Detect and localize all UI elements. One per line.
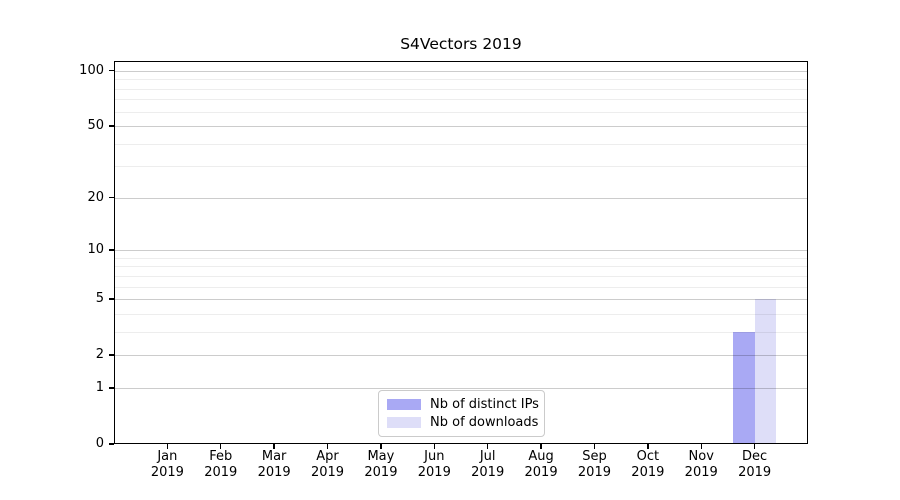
gridline-minor (114, 257, 808, 259)
y-tick-label: 10 (87, 242, 104, 258)
gridline-minor (114, 286, 808, 288)
gridline-minor (114, 99, 808, 101)
bar-downloads-dec (754, 299, 777, 444)
x-tick-label: Jul 2019 (471, 449, 505, 480)
y-tick (109, 125, 114, 127)
gridline-minor (114, 143, 808, 145)
y-tick (109, 354, 114, 356)
y-tick-label: 100 (79, 62, 104, 78)
legend-item-downloads: Nb of downloads (379, 414, 544, 430)
gridline-major (114, 299, 808, 301)
gridline-major (114, 70, 808, 72)
x-tick-label: Jun 2019 (417, 449, 451, 480)
gridline-minor (114, 166, 808, 168)
x-tick-label: Dec 2019 (738, 449, 772, 480)
legend-swatch-distinct-ips (387, 399, 421, 410)
x-tick (540, 444, 542, 449)
y-tick (109, 298, 114, 300)
y-tick-label: 50 (87, 118, 104, 134)
x-tick (433, 444, 435, 449)
y-tick (109, 197, 114, 199)
x-tick-label: Feb 2019 (204, 449, 238, 480)
x-tick-label: Sep 2019 (577, 449, 611, 480)
y-tick-label: 2 (95, 347, 104, 363)
gridline-minor (114, 313, 808, 315)
legend-label-downloads: Nb of downloads (430, 414, 539, 430)
y-tick (109, 387, 114, 389)
y-tick (109, 70, 114, 72)
x-tick (166, 444, 169, 449)
x-tick (326, 444, 329, 449)
y-tick-label: 5 (95, 291, 104, 307)
gridline-major (114, 387, 808, 389)
plot-frame (114, 61, 808, 444)
gridline-major (114, 355, 808, 357)
legend-label-distinct-ips: Nb of distinct IPs (430, 396, 539, 412)
x-tick (753, 444, 756, 449)
gridline-minor (114, 111, 808, 113)
gridline-minor (114, 266, 808, 268)
gridline-major (114, 250, 808, 252)
gridline-minor (114, 275, 808, 277)
gridline-major (114, 126, 808, 128)
x-tick-label: Nov 2019 (684, 449, 718, 480)
x-tick-label: May 2019 (364, 449, 398, 480)
x-tick (593, 444, 596, 449)
gridline-minor (114, 88, 808, 90)
y-tick-label: 0 (95, 436, 104, 451)
legend-swatch-downloads (387, 417, 421, 428)
x-tick-label: Oct 2019 (631, 449, 665, 480)
x-tick (273, 444, 275, 449)
y-tick (109, 443, 114, 445)
y-tick-label: 1 (95, 379, 104, 395)
x-tick (486, 444, 489, 449)
chart-title: S4Vectors 2019 (400, 35, 522, 53)
gridline-minor (114, 331, 808, 333)
x-tick (220, 444, 222, 449)
x-tick (380, 444, 382, 449)
x-tick (647, 444, 649, 449)
y-tick (109, 249, 114, 251)
x-tick-label: Apr 2019 (310, 449, 345, 480)
gridline-major (114, 197, 808, 199)
gridline-minor (114, 79, 808, 81)
y-tick-label: 20 (87, 189, 104, 205)
legend-item-distinct-ips: Nb of distinct IPs (379, 396, 544, 412)
x-tick-label: Jan 2019 (150, 449, 184, 480)
x-tick-label: Mar 2019 (257, 449, 291, 480)
legend: Nb of distinct IPs Nb of downloads (378, 390, 545, 437)
x-tick-label: Aug 2019 (524, 449, 558, 480)
bar-distinct-ips-dec (733, 331, 755, 444)
x-tick (700, 444, 702, 449)
